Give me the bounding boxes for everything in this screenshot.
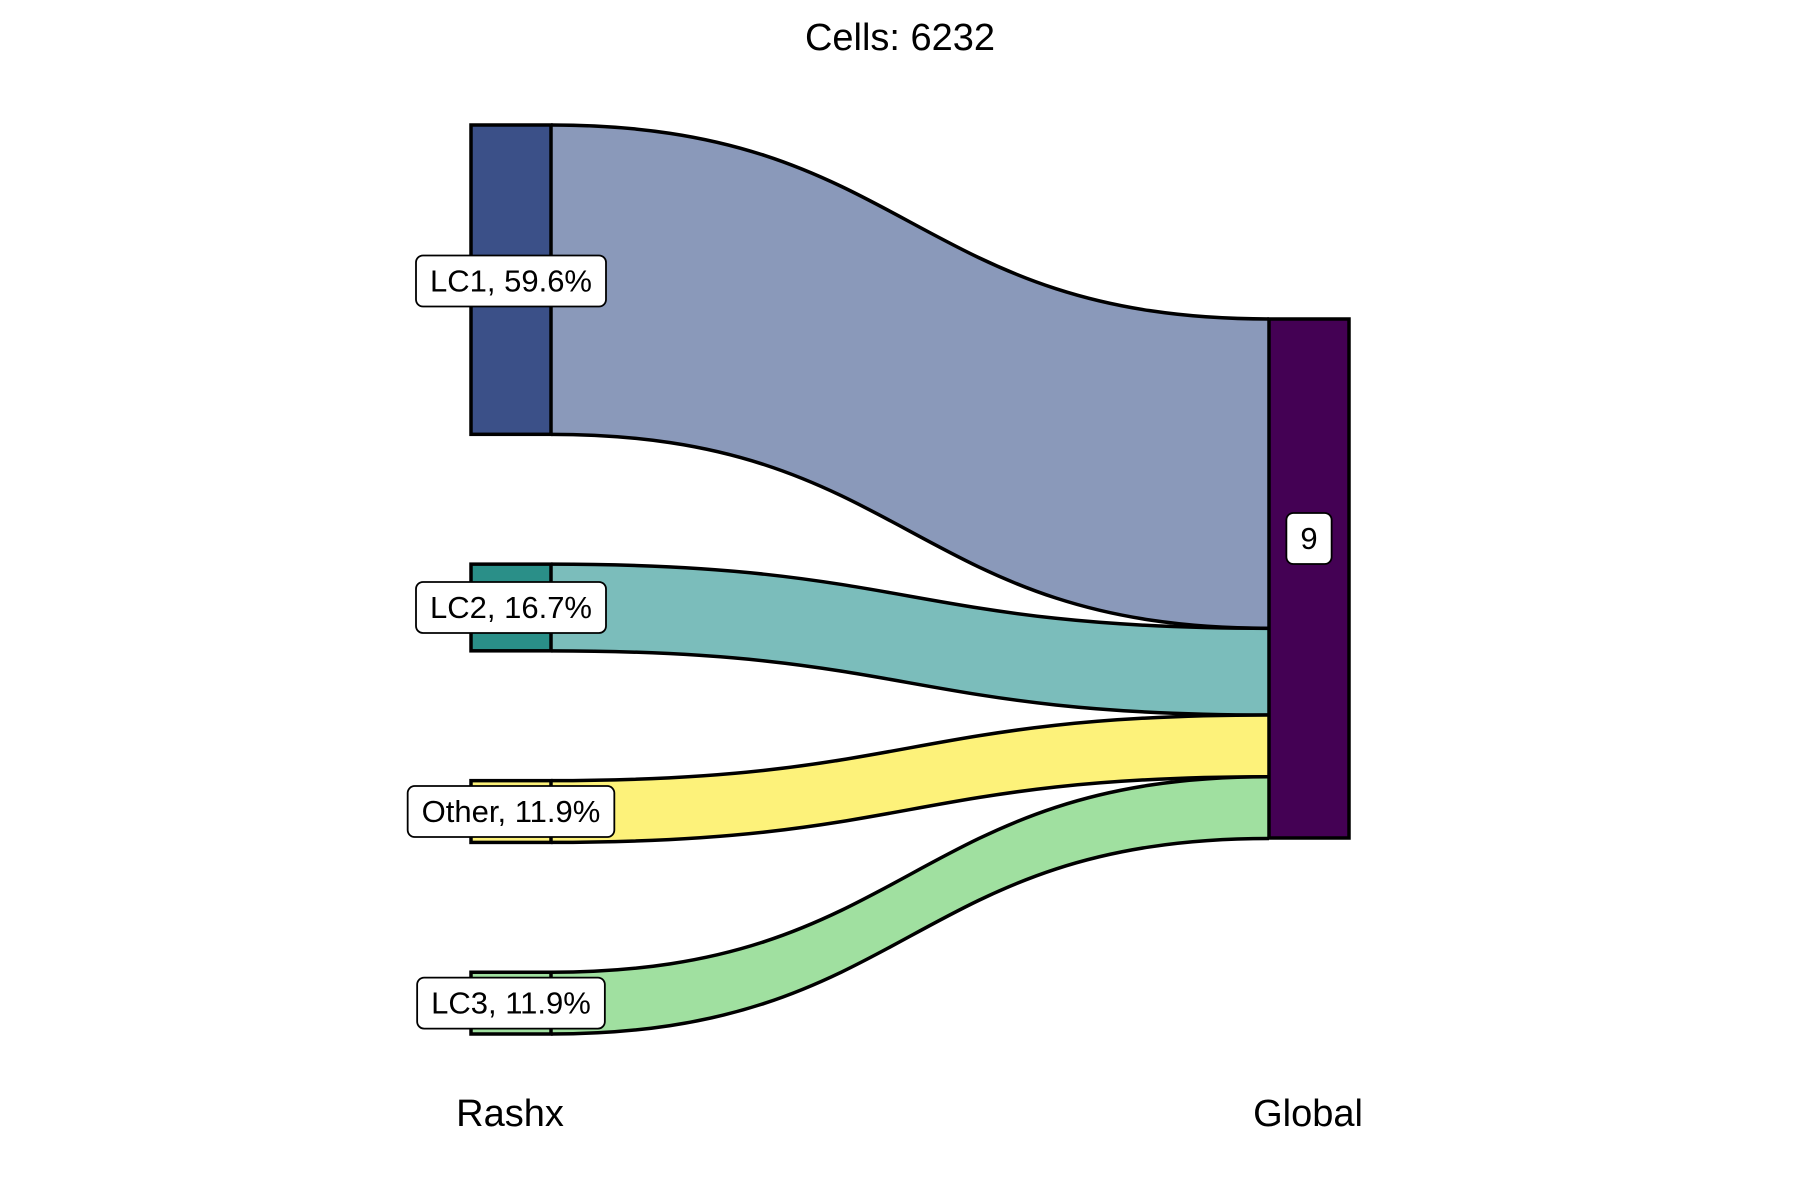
label-lc3: LC3, 11.9% <box>416 976 606 1030</box>
flow-lc2 <box>551 564 1269 715</box>
axis-label-left: Rashx <box>456 1093 564 1135</box>
label-lc2: LC2, 16.7% <box>415 581 607 634</box>
flow-lc3-bottom-edge <box>550 836 1270 1036</box>
labels-layer: LC1, 59.6% LC2, 16.7% Other, 11.9% LC3, 11.… <box>406 254 1333 1030</box>
label-other-text: Other, 11.9% <box>422 794 601 829</box>
label-other-box <box>406 785 616 838</box>
flow-lc1-bottom-edge <box>550 432 1270 631</box>
flow-lc1 <box>551 125 1269 629</box>
label-lc3-box <box>416 976 606 1030</box>
axis-label-right: Global <box>1253 1093 1363 1135</box>
label-lc1-box <box>415 254 607 308</box>
node-global-9 <box>1267 317 1351 840</box>
label-global-9-box <box>1285 512 1333 565</box>
label-lc3-text: LC3, 11.9% <box>431 986 591 1021</box>
flow-lc1-top-edge <box>550 123 1270 321</box>
label-other: Other, 11.9% <box>406 785 616 838</box>
flows-layer <box>550 123 1270 1036</box>
label-lc1: LC1, 59.6% <box>415 254 607 308</box>
label-lc2-text: LC2, 16.7% <box>430 590 592 625</box>
label-lc2-box <box>415 581 607 634</box>
label-global-9-text: 9 <box>1300 521 1317 556</box>
flow-lc3 <box>551 776 1269 1034</box>
flow-other-top-edge <box>550 713 1270 783</box>
flow-other <box>551 714 1269 843</box>
flow-other-bottom-edge <box>550 775 1270 845</box>
flow-lc2-top-edge <box>550 562 1270 631</box>
label-global-9: 9 <box>1285 512 1333 565</box>
chart-title: Cells: 6232 <box>805 17 995 59</box>
label-lc1-text: LC1, 59.6% <box>430 264 592 299</box>
flow-lc2-bottom-edge <box>550 649 1270 717</box>
flow-lc3-top-edge <box>550 775 1270 974</box>
